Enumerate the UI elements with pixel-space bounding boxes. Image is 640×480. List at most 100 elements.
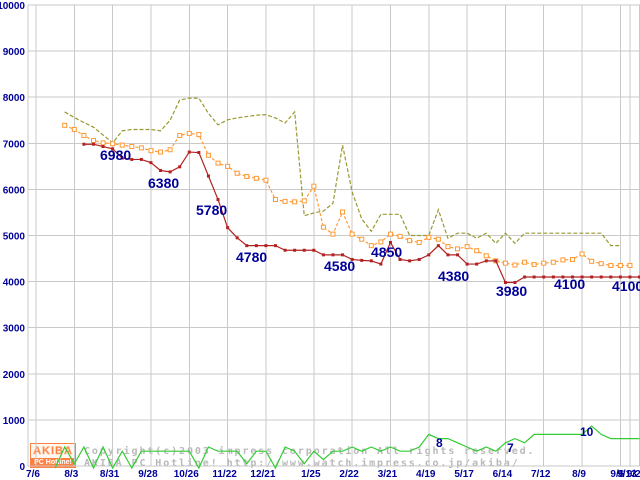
average-price-marker bbox=[292, 199, 298, 205]
average-price-marker bbox=[512, 262, 518, 268]
lowest-price-marker bbox=[350, 257, 354, 261]
average-price-marker bbox=[148, 148, 154, 154]
y-axis-label: 3000 bbox=[3, 324, 26, 335]
average-price-marker bbox=[416, 239, 422, 245]
lowest-price-marker bbox=[398, 257, 402, 261]
average-price-marker bbox=[608, 262, 614, 268]
lowest-price-marker bbox=[91, 142, 95, 146]
average-price-marker bbox=[263, 177, 269, 183]
lowest-price-marker bbox=[465, 262, 469, 266]
watermark-line2: AKIBA PC Hotline! http://www.watch.impre… bbox=[84, 458, 520, 469]
average-price-marker bbox=[62, 122, 68, 128]
y-axis-label: 7000 bbox=[3, 139, 26, 150]
lowest-price-marker bbox=[226, 226, 230, 230]
lowest-price-marker bbox=[216, 198, 220, 202]
average-price-marker bbox=[589, 258, 595, 264]
watermark-line1: Copyright(c)2003 impress corporation All… bbox=[84, 446, 536, 457]
average-price-marker bbox=[426, 234, 432, 240]
lowest-price-marker bbox=[235, 236, 239, 240]
lowest-price-marker bbox=[264, 244, 268, 248]
lowest-price-marker bbox=[513, 281, 517, 285]
lowest-price-marker bbox=[446, 253, 450, 257]
average-price-marker bbox=[531, 262, 537, 268]
average-price-marker bbox=[81, 132, 87, 138]
average-price-marker bbox=[311, 183, 317, 189]
average-price-marker bbox=[253, 175, 259, 181]
lowest-price-marker bbox=[408, 259, 412, 263]
x-axis-label: 9/28 bbox=[138, 469, 158, 480]
average-price-marker bbox=[550, 259, 556, 265]
average-price-marker bbox=[205, 152, 211, 158]
highest-price-line bbox=[64, 97, 621, 247]
shop-count-label: 7 bbox=[507, 441, 514, 455]
lowest-price-marker bbox=[638, 275, 640, 279]
x-axis-label: 4/19 bbox=[416, 469, 436, 480]
lowest-price-marker bbox=[206, 174, 210, 178]
x-axis-label: 9/13 bbox=[617, 469, 637, 480]
lowest-price-marker bbox=[379, 262, 383, 266]
average-price-marker bbox=[579, 251, 585, 257]
lowest-price-marker bbox=[369, 259, 373, 263]
lowest-price-marker bbox=[456, 253, 460, 257]
lowest-price-marker bbox=[120, 156, 124, 160]
lowest-price-marker bbox=[599, 275, 603, 279]
average-price-marker bbox=[627, 262, 633, 268]
lowest-price-marker bbox=[360, 258, 364, 262]
average-price-marker bbox=[340, 209, 346, 215]
average-price-marker bbox=[110, 141, 116, 147]
shop-count-line bbox=[54, 425, 640, 470]
average-price-marker bbox=[598, 261, 604, 267]
lowest-price-marker bbox=[82, 142, 86, 146]
akiba-pc-hotline-logo: AKIBA PC Hotline! bbox=[30, 443, 76, 468]
average-price-marker bbox=[541, 260, 547, 266]
lowest-price-marker bbox=[628, 275, 632, 279]
average-price-marker bbox=[71, 126, 77, 132]
lowest-price-marker bbox=[551, 275, 555, 279]
average-price-marker bbox=[273, 197, 278, 203]
average-price-marker bbox=[158, 149, 164, 155]
lowest-price-marker bbox=[494, 259, 498, 263]
lowest-price-marker bbox=[178, 165, 182, 169]
x-axis-label: 5/17 bbox=[454, 469, 474, 480]
average-price-marker bbox=[301, 198, 307, 204]
x-axis-label: 3/21 bbox=[378, 469, 398, 480]
average-price-marker bbox=[330, 231, 336, 237]
x-axis-label: 11/22 bbox=[212, 469, 237, 480]
average-price-marker bbox=[368, 243, 374, 249]
lowest-price-marker bbox=[503, 281, 507, 285]
lowest-price-marker bbox=[312, 248, 316, 252]
lowest-price-marker bbox=[532, 275, 536, 279]
lowest-price-marker bbox=[609, 275, 613, 279]
average-price-marker bbox=[215, 160, 221, 166]
average-price-marker bbox=[359, 236, 365, 242]
lowest-price-marker bbox=[197, 151, 201, 155]
price-point-label: 6380 bbox=[148, 175, 179, 191]
lowest-price-marker bbox=[388, 240, 392, 244]
lowest-price-marker bbox=[139, 157, 143, 161]
lowest-price-marker bbox=[111, 147, 115, 151]
average-price-marker bbox=[387, 231, 393, 237]
x-axis-label: 1/25 bbox=[301, 469, 321, 480]
y-axis-label: 1000 bbox=[3, 416, 26, 427]
x-axis-label: 8/9 bbox=[572, 469, 586, 480]
y-axis-label: 8000 bbox=[3, 93, 26, 104]
average-price-marker bbox=[474, 248, 480, 254]
x-axis-label: 6/14 bbox=[493, 469, 513, 480]
average-price-marker bbox=[455, 246, 461, 252]
average-price-marker bbox=[234, 170, 240, 176]
price-point-label: 6980 bbox=[100, 147, 131, 163]
lowest-price-marker bbox=[580, 275, 584, 279]
x-axis-label: 12/21 bbox=[250, 469, 275, 480]
average-price-marker bbox=[464, 244, 470, 250]
shop-count-label: 8 bbox=[436, 436, 443, 450]
x-axis-label: 9/6 bbox=[610, 469, 624, 480]
average-price-line bbox=[64, 124, 630, 267]
average-price-marker bbox=[349, 231, 355, 237]
lowest-price-marker bbox=[484, 259, 488, 263]
lowest-price-marker bbox=[168, 170, 172, 174]
average-price-marker bbox=[282, 198, 288, 204]
x-axis-label: 8/3 bbox=[64, 469, 78, 480]
average-price-marker bbox=[177, 132, 183, 138]
average-price-marker bbox=[397, 233, 403, 239]
